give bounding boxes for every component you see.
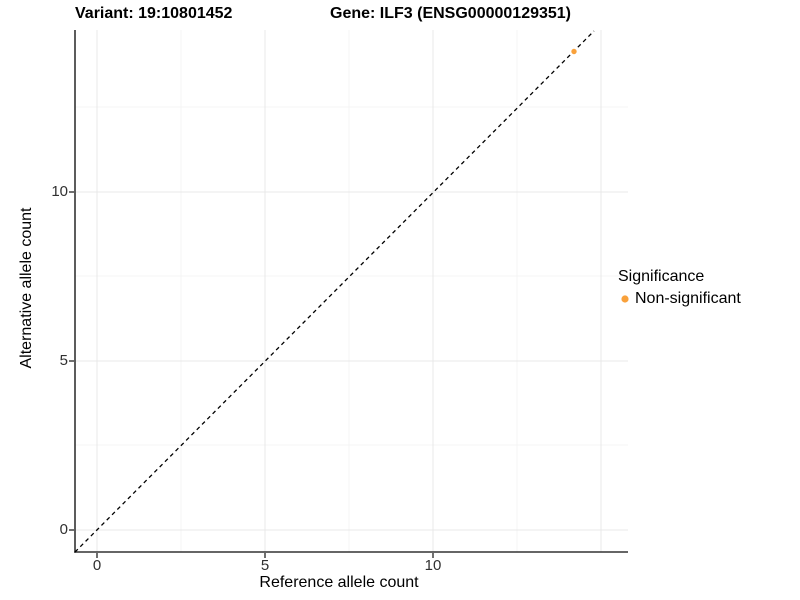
y-tick-label-0: 0 [59,521,68,538]
x-tick-label-0: 0 [92,557,102,574]
identity-dashed-line [74,30,595,553]
legend-point-icon [621,295,629,303]
y-tick-label-10: 10 [51,183,68,200]
axis-lines [74,30,628,553]
x-axis-title: Reference allele count [259,574,419,591]
x-tick-label-5: 5 [260,557,270,574]
grid-minor [75,30,628,552]
grid-major [75,30,628,552]
plot-title-gene: Gene: ILF3 (ENSG00000129351) [330,5,572,22]
axis-ticks [69,191,434,558]
legend-item-label: Non-significant [635,290,741,307]
y-tick-label-5: 5 [59,352,68,369]
legend-title: Significance [618,268,705,285]
data-point [571,48,577,55]
y-axis-title: Alternative allele count [18,207,35,369]
legend: Significance Non-significant [618,268,741,308]
plot-title-variant: Variant: 19:10801452 [75,5,233,22]
x-tick-label-10: 10 [424,557,442,574]
legend-item-non-significant: Non-significant [618,290,741,308]
